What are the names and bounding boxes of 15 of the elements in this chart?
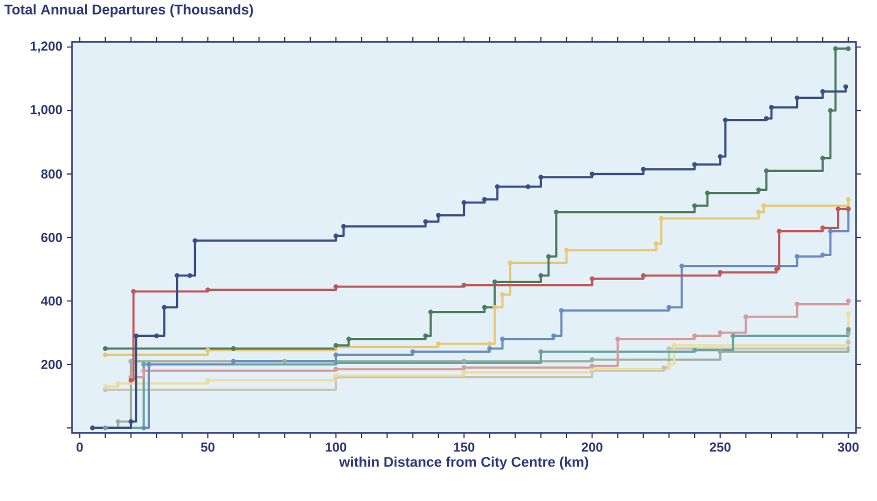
x-tick-label: 300 [838,442,859,452]
y-axis-title: Total Annual Departures (Thousands) [4,4,253,18]
x-tick-label: 0 [76,442,83,452]
x-tick-label: 250 [710,442,731,452]
x-tick-label: 100 [326,442,346,452]
y-tick-label: 1,200 [30,42,62,53]
y-tick-label: 800 [41,169,62,179]
y-tick-label: 600 [41,232,62,242]
x-tick-label: 150 [454,442,474,452]
y-tick-label: 200 [41,360,62,370]
x-tick-label: 200 [582,442,602,452]
y-tick-label: 400 [40,296,62,306]
x-axis-title: within Distance from City Centre (km) [339,456,588,470]
x-tick-label: 50 [200,442,214,452]
y-tick-label: 1,000 [30,104,62,116]
